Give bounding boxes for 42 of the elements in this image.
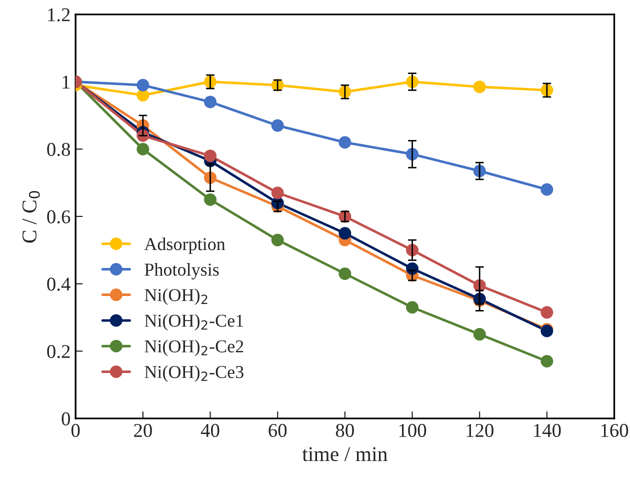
point (204, 150, 217, 162)
x-tick-label: 100 (399, 424, 426, 438)
point (136, 78, 150, 92)
x-tick-label: 0 (71, 424, 80, 438)
point (473, 80, 486, 94)
point (136, 142, 150, 156)
y-tick-label: 0.8 (47, 142, 70, 156)
point (271, 119, 284, 132)
point (136, 88, 150, 102)
legend-label: Photolysis (144, 263, 219, 280)
x-tick-label: 80 (336, 424, 354, 438)
y-tick-label: 1.2 (48, 8, 70, 22)
point (406, 301, 419, 314)
y-tick-label: 0.4 (47, 278, 70, 291)
x-axis-title: time / min (302, 447, 388, 462)
y-tick-label: 1 (62, 76, 70, 89)
point (338, 267, 352, 280)
legend-label: Adsorption (144, 238, 226, 254)
point (338, 227, 352, 240)
y-axis-title: C / C$_{0}$ (22, 191, 40, 243)
x-tick-label: 60 (268, 424, 287, 438)
point (540, 306, 554, 319)
point (204, 193, 217, 206)
point (271, 186, 284, 200)
x-tick-label: 120 (466, 424, 494, 438)
legend-label: Ni(OH)$_{2}$-Ce1 (144, 314, 244, 331)
y-tick-label: 0.6 (47, 210, 70, 224)
point (271, 234, 284, 246)
y-tick-label: 0 (62, 412, 70, 426)
x-tick-label: 40 (200, 424, 220, 438)
x-tick-label: 20 (134, 424, 152, 438)
y-tick-label: 0.2 (47, 344, 70, 358)
legend-label: Ni(OH)$_{2}$-Ce3 (144, 365, 244, 382)
point (338, 136, 352, 149)
point (540, 354, 554, 368)
legend-label: Ni(OH)$_{2}$-Ce2 (144, 340, 244, 356)
point (540, 183, 554, 196)
point (204, 96, 217, 108)
x-tick-label: 160 (601, 424, 628, 438)
x-tick-label: 140 (534, 424, 561, 438)
legend-label: Ni(OH)$_{2}$ (144, 288, 208, 305)
point (473, 328, 486, 341)
